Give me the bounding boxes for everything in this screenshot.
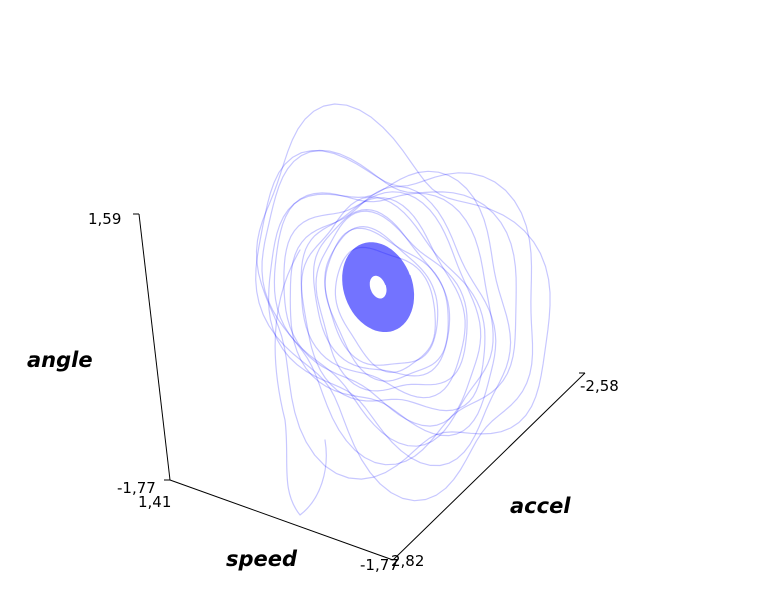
trajectory-loop (300, 197, 466, 399)
accel-axis-line (392, 372, 586, 561)
trajectory-loop (273, 192, 494, 447)
trajectory-core (342, 242, 415, 332)
trajectory-series (255, 103, 551, 516)
accel-min-tick-label: 2,82 (391, 552, 424, 570)
angle-min-tick-label: -1,77 (117, 479, 156, 497)
angle-max-tick-label: 1,59 (88, 210, 121, 228)
speed-axis-title: speed (226, 547, 298, 571)
accel-max-tick-label: -2,58 (580, 377, 619, 395)
speed-max-tick-label: -1,77 (360, 556, 399, 574)
trajectory-loop (315, 210, 468, 392)
trajectory-loop (324, 227, 449, 382)
trajectory-loop (289, 185, 497, 437)
trajectory-loop (261, 149, 517, 466)
trajectory-tail (274, 249, 327, 516)
speed-min-tick-label: 1,41 (138, 493, 171, 511)
speed-axis-line (169, 479, 394, 561)
accel-axis-title: accel (510, 494, 571, 518)
trajectory-loop (300, 196, 486, 412)
trajectory-loop (255, 103, 551, 480)
angle-axis-line (138, 213, 171, 481)
trajectory-loop (313, 209, 451, 377)
trajectory-loop (283, 191, 482, 427)
trajectory-loop (268, 170, 512, 467)
angle-axis-title: angle (27, 348, 93, 372)
trajectory-loop (324, 226, 439, 366)
trajectory-loop (255, 150, 534, 502)
